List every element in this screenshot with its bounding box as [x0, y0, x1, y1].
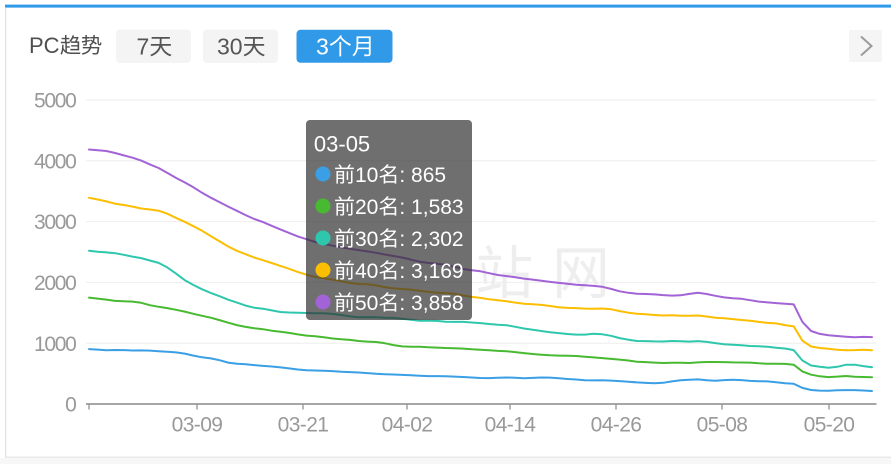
svg-text:: 3,169: : 3,169	[399, 260, 463, 283]
svg-text:1000: 1000	[34, 333, 76, 356]
svg-text:: 3,858: : 3,858	[399, 292, 463, 315]
svg-text:05-20: 05-20	[804, 414, 855, 437]
svg-text:30: 30	[355, 228, 378, 251]
svg-text:PC: PC	[29, 33, 60, 58]
svg-text:0: 0	[65, 394, 76, 417]
svg-text:03-21: 03-21	[278, 414, 329, 437]
svg-text:03-05: 03-05	[314, 131, 370, 156]
svg-text:04-26: 04-26	[591, 414, 642, 437]
svg-text:3: 3	[316, 34, 329, 60]
svg-text:: 2,302: : 2,302	[399, 228, 463, 251]
svg-text:5000: 5000	[34, 90, 76, 113]
svg-text:04-14: 04-14	[485, 414, 537, 437]
svg-text:03-09: 03-09	[172, 414, 223, 437]
svg-text:: 1,583: : 1,583	[399, 196, 463, 219]
svg-text:50: 50	[355, 292, 378, 315]
svg-text:05-08: 05-08	[697, 414, 748, 437]
svg-text:4000: 4000	[34, 150, 76, 173]
svg-text:7: 7	[137, 34, 150, 60]
svg-text:: 865: : 865	[399, 164, 446, 187]
svg-text:2000: 2000	[34, 272, 76, 295]
svg-text:20: 20	[355, 196, 378, 219]
svg-text:30: 30	[217, 34, 243, 60]
svg-text:10: 10	[355, 164, 378, 187]
svg-text:3000: 3000	[34, 211, 76, 234]
svg-text:04-02: 04-02	[382, 414, 433, 437]
svg-text:40: 40	[355, 260, 378, 283]
